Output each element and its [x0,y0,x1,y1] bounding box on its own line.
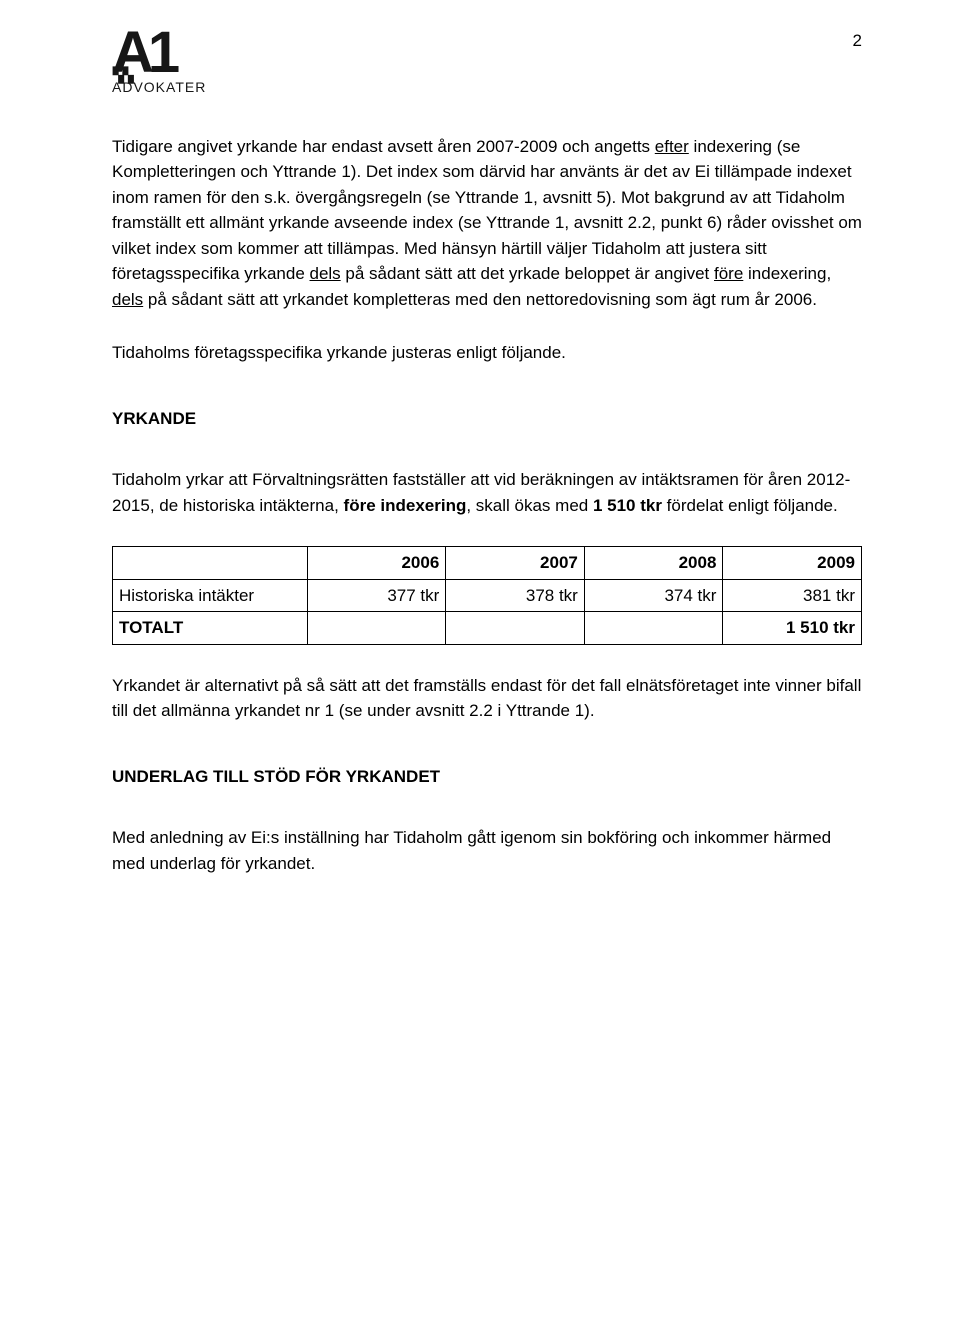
document-page: A1 ▚▚ ADVOKATER 2 Tidigare angivet yrkan… [0,0,960,1331]
page-header: A1 ▚▚ ADVOKATER 2 [112,28,862,98]
p1-fore: före [714,264,743,283]
p1-dels1: dels [310,264,341,283]
th-2009: 2009 [723,547,862,580]
table-header-row: 2006 2007 2008 2009 [113,547,862,580]
paragraph-5: Med anledning av Ei:s inställning har Ti… [112,825,862,876]
row2-v4: 1 510 tkr [723,612,862,645]
logo-subtext: ADVOKATER [112,77,207,98]
table-row: TOTALT 1 510 tkr [113,612,862,645]
th-blank [113,547,308,580]
p3-bold2: 1 510 tkr [593,496,662,515]
row2-v1 [307,612,446,645]
row1-v2: 378 tkr [446,579,585,612]
logo-block: A1 ▚▚ ADVOKATER [112,28,207,98]
revenue-table: 2006 2007 2008 2009 Historiska intäkter … [112,546,862,645]
row2-label: TOTALT [113,612,308,645]
p3-text-b: , skall ökas med [466,496,593,515]
p1-text-b: indexering (se Kompletteringen och Yttra… [112,137,862,284]
p3-text-c: fördelat enligt följande. [662,496,838,515]
row1-v1: 377 tkr [307,579,446,612]
p1-text-c: på sådant sätt att det yrkade beloppet ä… [341,264,714,283]
paragraph-4: Yrkandet är alternativt på så sätt att d… [112,673,862,724]
paragraph-3: Tidaholm yrkar att Förvaltningsrätten fa… [112,467,862,518]
p1-text-d: indexering, [743,264,831,283]
page-number: 2 [853,28,862,54]
row1-label: Historiska intäkter [113,579,308,612]
heading-underlag: UNDERLAG TILL STÖD FÖR YRKANDET [112,764,862,790]
table-row: Historiska intäkter 377 tkr 378 tkr 374 … [113,579,862,612]
p3-bold1: före indexering [344,496,467,515]
paragraph-1: Tidigare angivet yrkande har endast avse… [112,134,862,313]
p1-efter: efter [655,137,689,156]
row2-v2 [446,612,585,645]
row1-v3: 374 tkr [584,579,723,612]
heading-yrkande: YRKANDE [112,406,862,432]
th-2007: 2007 [446,547,585,580]
body-content: Tidigare angivet yrkande har endast avse… [112,134,862,877]
th-2006: 2006 [307,547,446,580]
row2-v3 [584,612,723,645]
row1-v4: 381 tkr [723,579,862,612]
p1-text-e: på sådant sätt att yrkandet kompletteras… [143,290,817,309]
th-2008: 2008 [584,547,723,580]
paragraph-2: Tidaholms företagsspecifika yrkande just… [112,340,862,366]
p1-dels2: dels [112,290,143,309]
p1-text-a: Tidigare angivet yrkande har endast avse… [112,137,655,156]
